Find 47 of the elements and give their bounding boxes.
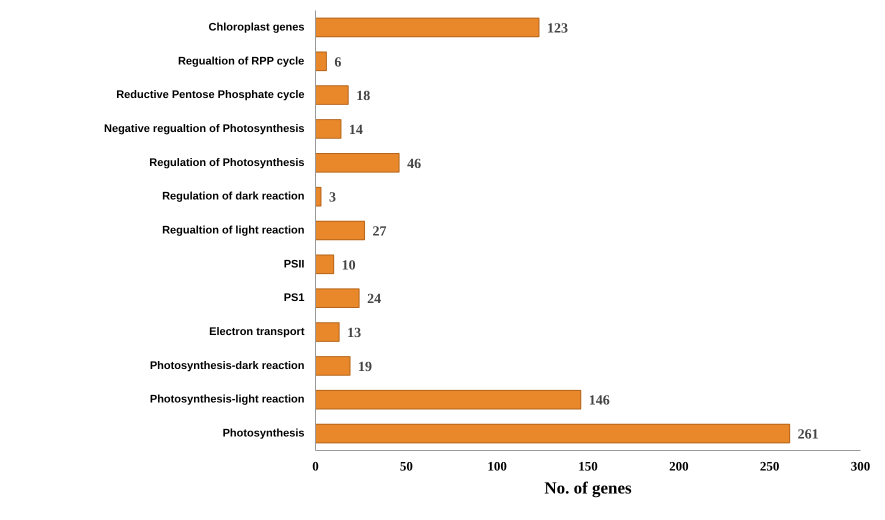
bar: [316, 390, 582, 410]
x-tick-label: 300: [850, 458, 870, 474]
data-label: 6: [334, 55, 342, 70]
x-tick-label: 200: [669, 458, 689, 474]
data-label: 24: [367, 292, 382, 308]
x-tick-label: 0: [312, 458, 319, 474]
bar: [316, 322, 340, 342]
y-tick-label: Photosynthesis: [222, 428, 304, 440]
bar: [316, 220, 366, 240]
data-label: 10: [342, 258, 356, 274]
y-tick-label: Photosynthesis-dark reaction: [150, 360, 305, 372]
bar: [316, 254, 334, 274]
bar: [316, 51, 327, 72]
data-label: 261: [798, 428, 819, 443]
x-axis-title: No. of genes: [544, 478, 632, 498]
data-label: 14: [348, 122, 363, 138]
data-label: 18: [356, 89, 370, 104]
x-tick-label: 150: [578, 458, 598, 474]
data-label: 13: [347, 326, 362, 342]
y-tick-label: Negative regualtion of Photosynthesis: [104, 122, 305, 135]
y-tick-label: Reductive Pentose Phosphate cycle: [116, 89, 305, 102]
data-label: 46: [407, 156, 422, 172]
data-label: 27: [372, 224, 387, 240]
bar: [316, 18, 540, 38]
data-label: 19: [358, 360, 372, 375]
data-label: 123: [546, 21, 568, 36]
y-tick-label: Regualtion of light reaction: [162, 224, 305, 236]
bar: [316, 85, 349, 105]
y-tick-label: Regulation of Photosynthesis: [149, 156, 305, 169]
bar: [316, 119, 342, 139]
bar: [316, 153, 400, 173]
y-tick-label: Chloroplast genes: [208, 21, 305, 34]
bar: [316, 186, 322, 206]
bar: [316, 424, 790, 444]
y-tick-label: Regulation of dark reaction: [162, 190, 305, 203]
y-tick-label: PSII: [284, 258, 305, 270]
bar: [316, 288, 360, 308]
x-tick-label: 50: [400, 458, 413, 474]
y-tick-label: Photosynthesis-light reaction: [150, 394, 305, 406]
y-tick-label: Electron transport: [209, 326, 305, 338]
x-tick-label: 100: [487, 458, 507, 474]
data-label: 3: [328, 190, 336, 206]
data-label: 146: [588, 394, 610, 409]
y-tick-label: Regualtion of RPP cycle: [178, 55, 304, 68]
bar: [316, 356, 351, 376]
y-tick-label: PS1: [284, 292, 305, 304]
x-tick-label: 250: [760, 458, 780, 474]
